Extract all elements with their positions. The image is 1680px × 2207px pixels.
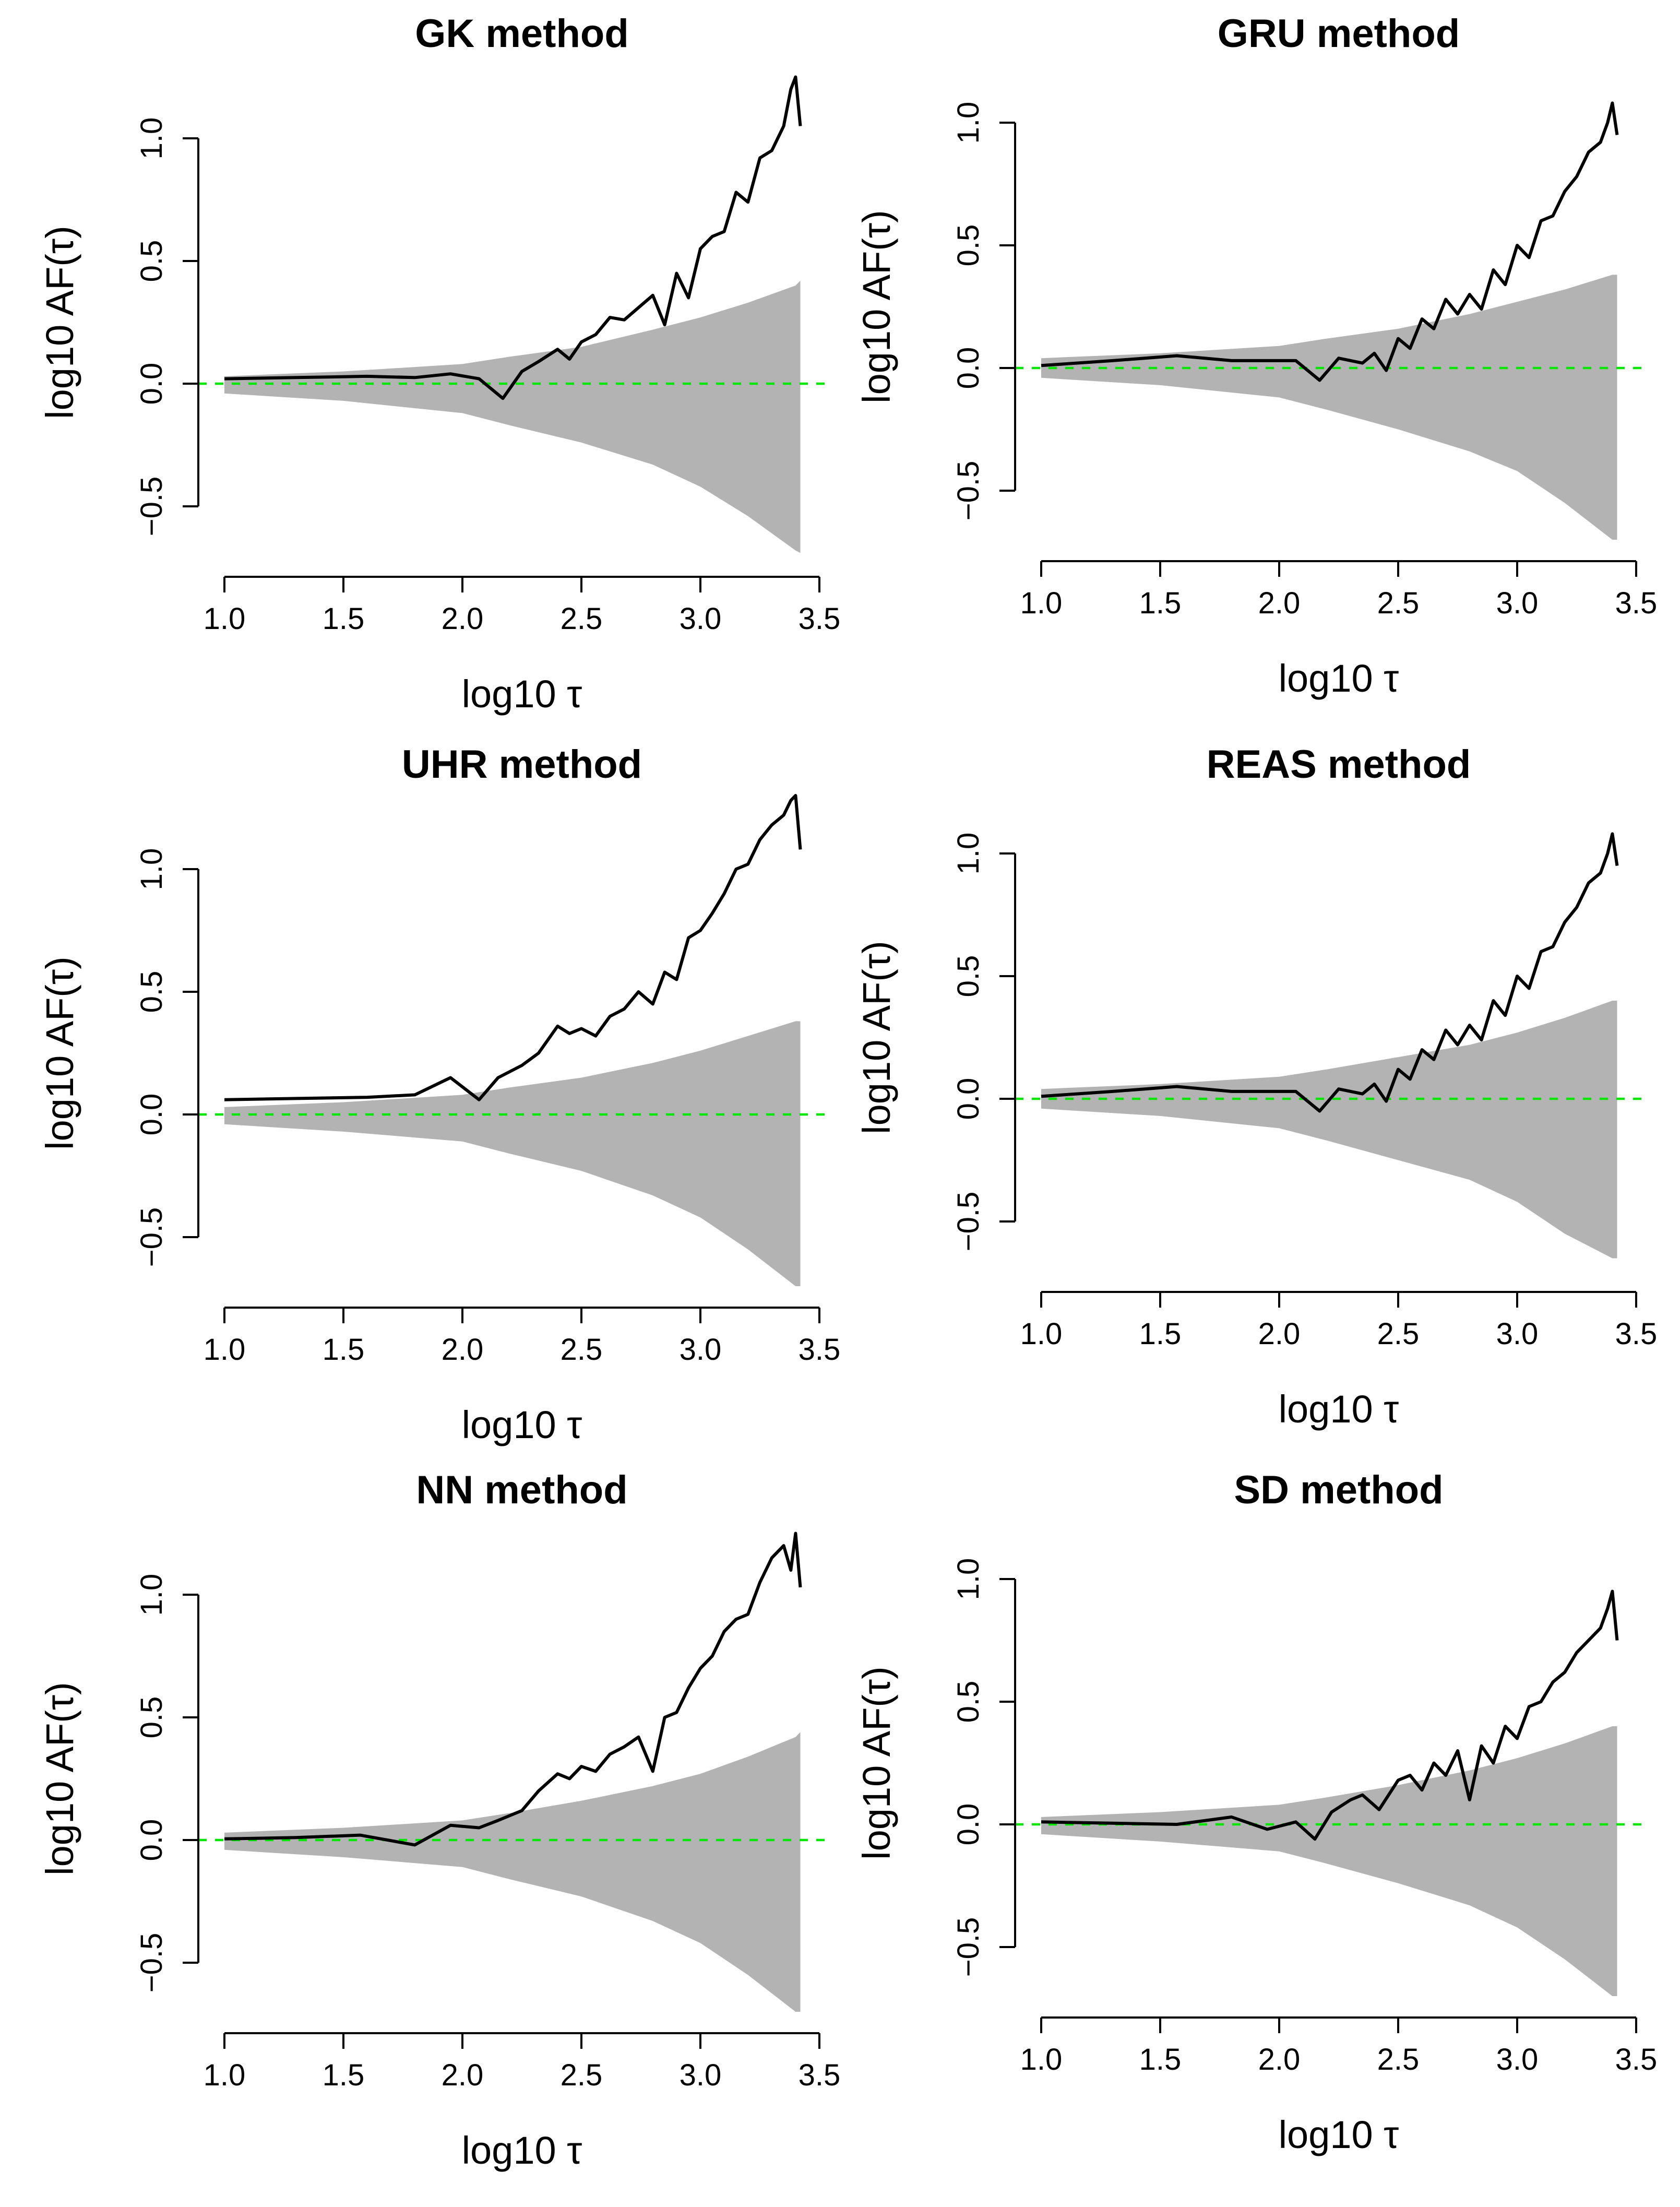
chart-panel-6: SD method 1.0 1.5 2.0 2.5 3.0 3.5 log10 τ −0.5 0.… (855, 1468, 1657, 2156)
y-axis-label: log10 AF(τ) (855, 210, 898, 404)
x-axis-label: log10 τ (1279, 2113, 1399, 2156)
x-tick-label: 1.5 (1139, 1317, 1182, 1351)
y-tick-label: −0.5 (951, 1917, 985, 1977)
x-axis-label: log10 τ (1279, 657, 1399, 700)
series-line (1041, 101, 1619, 382)
x-tick-label: 1.5 (323, 2058, 365, 2092)
x-tick-label: 3.0 (680, 2058, 722, 2092)
chart-title: GK method (415, 11, 629, 56)
x-tick-label: 3.0 (1496, 1317, 1539, 1351)
y-tick-label: 0.0 (951, 1078, 985, 1120)
x-tick-label: 2.0 (442, 2058, 484, 2092)
x-tick-label: 2.0 (442, 1333, 484, 1367)
y-tick-label: 0.0 (951, 347, 985, 389)
x-tick-label: 1.0 (1020, 586, 1063, 620)
y-tick-label: −0.5 (135, 1207, 169, 1267)
x-tick-label: 2.5 (561, 602, 603, 636)
y-tick-label: 0.0 (135, 1094, 169, 1136)
chart-panel-3: UHR method 1.0 1.5 2.0 2.5 3.0 3.5 log10 τ −0.5 0… (38, 742, 840, 1446)
y-tick-label: 1.0 (135, 1574, 169, 1616)
x-tick-label: 3.0 (680, 1333, 722, 1367)
x-tick-label: 3.0 (1496, 2043, 1539, 2077)
x-tick-label: 3.0 (1496, 586, 1539, 620)
chart-title: REAS method (1207, 742, 1471, 787)
confidence-band (224, 280, 801, 553)
chart-title: GRU method (1218, 11, 1460, 56)
x-tick-label: 2.0 (442, 602, 484, 636)
x-tick-label: 3.5 (1615, 586, 1658, 620)
y-tick-label: 1.0 (951, 833, 985, 875)
x-tick-label: 3.5 (799, 2058, 841, 2092)
x-axis-label: log10 τ (1279, 1387, 1399, 1431)
x-tick-label: 1.5 (1139, 586, 1182, 620)
x-axis-label: log10 τ (462, 1403, 582, 1446)
x-tick-label: 1.0 (204, 2058, 246, 2092)
y-tick-label: −0.5 (951, 1192, 985, 1252)
x-tick-label: 1.5 (323, 1333, 365, 1367)
x-tick-label: 2.5 (561, 1333, 603, 1367)
series-line (224, 1532, 802, 1847)
y-tick-label: 0.5 (135, 240, 169, 282)
x-tick-label: 1.0 (204, 602, 246, 636)
x-tick-label: 1.5 (1139, 2043, 1182, 2077)
series-line (1041, 1589, 1619, 1841)
chart-title: UHR method (402, 742, 642, 787)
x-tick-label: 2.0 (1258, 1317, 1301, 1351)
confidence-band (1041, 275, 1617, 540)
y-tick-label: −0.5 (135, 1933, 169, 1993)
y-tick-label: −0.5 (135, 477, 169, 537)
y-tick-label: −0.5 (951, 461, 985, 521)
y-tick-label: 0.5 (951, 955, 985, 998)
confidence-band (1041, 1001, 1617, 1259)
x-tick-label: 2.5 (561, 2058, 603, 2092)
confidence-band (224, 1021, 801, 1286)
confidence-band (1041, 1726, 1617, 1996)
chart-title: SD method (1234, 1468, 1443, 1512)
series-line (224, 794, 802, 1101)
y-axis-label: log10 AF(τ) (855, 941, 898, 1134)
y-axis-label: log10 AF(τ) (38, 956, 81, 1150)
y-tick-label: 1.0 (135, 848, 169, 891)
chart-title: NN method (416, 1468, 627, 1512)
x-tick-label: 3.0 (680, 602, 722, 636)
x-tick-label: 3.5 (1615, 2043, 1658, 2077)
x-tick-label: 1.0 (1020, 1317, 1063, 1351)
y-axis-label: log10 AF(τ) (38, 226, 81, 419)
chart-panel-1: GK method 1.0 1.5 2.0 2.5 3.0 3.5 log10 τ −0.5 0.… (38, 11, 840, 716)
y-tick-label: 0.0 (951, 1803, 985, 1846)
x-tick-label: 2.5 (1377, 1317, 1420, 1351)
x-tick-label: 3.5 (799, 1333, 841, 1367)
y-tick-label: 0.5 (135, 971, 169, 1013)
series-line (224, 75, 802, 400)
x-axis-label: log10 τ (462, 2129, 582, 2172)
chart-panel-4: REAS method 1.0 1.5 2.0 2.5 3.0 3.5 log10 τ −0.5… (855, 742, 1657, 1431)
x-tick-label: 1.5 (323, 602, 365, 636)
confidence-band (224, 1732, 801, 2012)
y-tick-label: 0.0 (135, 363, 169, 405)
x-tick-label: 1.0 (1020, 2043, 1063, 2077)
x-tick-label: 1.0 (204, 1333, 246, 1367)
series-line (1041, 832, 1619, 1113)
y-tick-label: 1.0 (135, 117, 169, 160)
y-axis-label: log10 AF(τ) (855, 1666, 898, 1860)
x-tick-label: 3.5 (799, 602, 841, 636)
x-axis-label: log10 τ (462, 672, 582, 716)
chart-panel-5: NN method 1.0 1.5 2.0 2.5 3.0 3.5 log10 τ −0.5 0.… (38, 1468, 840, 2172)
y-tick-label: 0.0 (135, 1819, 169, 1861)
x-tick-label: 2.5 (1377, 2043, 1420, 2077)
x-tick-label: 2.0 (1258, 586, 1301, 620)
y-axis-label: log10 AF(τ) (38, 1682, 81, 1876)
y-tick-label: 1.0 (951, 1558, 985, 1600)
x-tick-label: 2.0 (1258, 2043, 1301, 2077)
y-tick-label: 0.5 (135, 1696, 169, 1739)
chart-panel-2: GRU method 1.0 1.5 2.0 2.5 3.0 3.5 log10 τ −0.5 0… (855, 11, 1657, 700)
y-tick-label: 0.5 (951, 224, 985, 267)
y-tick-label: 0.5 (951, 1681, 985, 1723)
y-tick-label: 1.0 (951, 102, 985, 144)
x-tick-label: 2.5 (1377, 586, 1420, 620)
x-tick-label: 3.5 (1615, 1317, 1658, 1351)
